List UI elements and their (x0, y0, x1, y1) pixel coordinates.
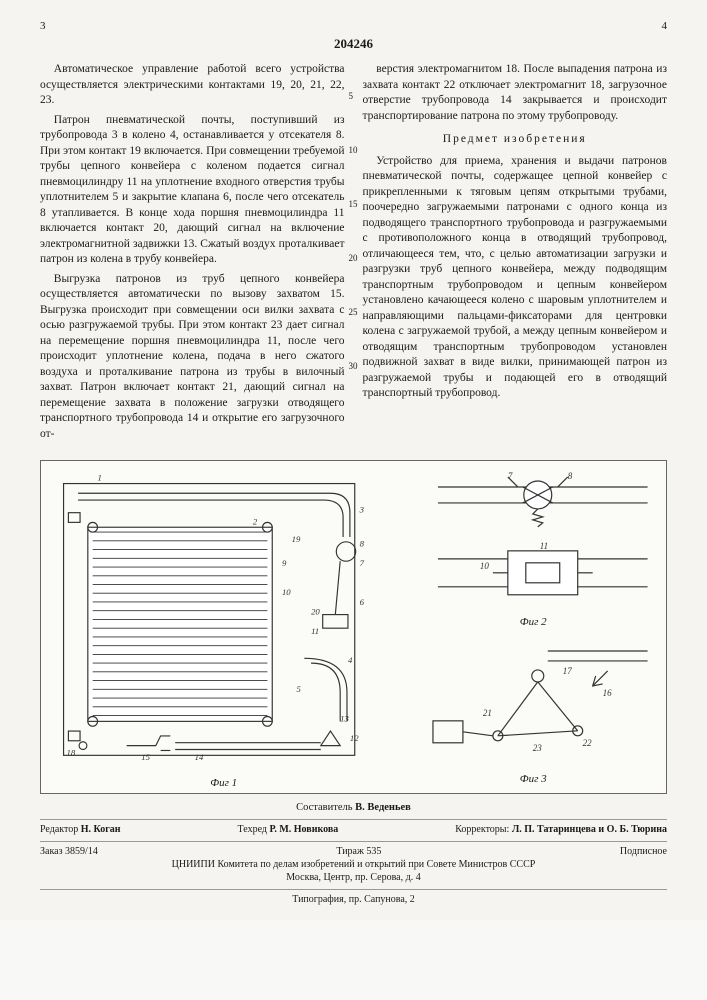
compiler-line: Составитель В. Веденьев (40, 802, 667, 813)
page-num-left: 3 (40, 20, 46, 32)
callout: 15 (141, 753, 150, 763)
callout: 7 (508, 471, 513, 481)
callout: 11 (540, 541, 548, 551)
figure-2-label: Фиг 2 (408, 616, 658, 628)
callout: 19 (292, 534, 301, 544)
callout: 17 (563, 666, 572, 676)
para: Автоматическое управление работой всего … (40, 62, 345, 109)
compiler-name: В. Веденьев (355, 802, 411, 813)
figure-3-svg: 16 17 21 22 23 (408, 636, 658, 766)
right-column: 5 10 15 20 25 30 верстия электромагнитом… (363, 62, 668, 446)
callout: 11 (311, 626, 319, 636)
callout: 7 (360, 558, 365, 568)
figures-row: 1 2 3 4 5 6 7 8 9 10 11 12 13 14 (49, 469, 658, 789)
figures-right-col: 7 8 10 11 Фиг 2 (408, 469, 658, 789)
figure-3-label: Фиг 3 (408, 773, 658, 785)
left-column: Автоматическое управление работой всего … (40, 62, 345, 446)
corr-names: Л. П. Татаринцева и О. Б. Тюрина (512, 824, 667, 835)
claims-heading: Предмет изобретения (363, 132, 668, 148)
tirazh: Тираж 535 (336, 846, 381, 857)
corrector-block: Корректоры: Л. П. Татаринцева и О. Б. Тю… (455, 824, 667, 835)
compiler-label: Составитель (296, 802, 352, 813)
editor-label: Редактор (40, 824, 78, 835)
figure-1: 1 2 3 4 5 6 7 8 9 10 11 12 13 14 (49, 469, 398, 789)
document-number: 204246 (40, 36, 667, 52)
tech-block: Техред Р. М. Новикова (238, 824, 339, 835)
text-columns: Автоматическое управление работой всего … (40, 62, 667, 446)
callout: 16 (603, 688, 612, 698)
callout: 5 (297, 685, 302, 695)
figure-1-svg: 1 2 3 4 5 6 7 8 9 10 11 12 13 14 (49, 469, 398, 770)
callout: 6 (360, 597, 365, 607)
callout: 18 (66, 748, 75, 758)
tirazh-value: 535 (366, 846, 381, 857)
figure-1-label: Фиг 1 (49, 777, 398, 789)
tech-label: Техред (238, 824, 267, 835)
footer: Типография, пр. Сапунова, 2 (40, 889, 667, 905)
org-line: ЦНИИПИ Комитета по делам изобретений и о… (40, 859, 667, 870)
callout: 12 (350, 733, 359, 743)
address-line: Москва, Центр, пр. Серова, д. 4 (40, 872, 667, 883)
callout: 8 (568, 471, 573, 481)
callout: 8 (360, 539, 365, 549)
callout: 22 (583, 738, 592, 748)
page: 3 4 204246 Автоматическое управление раб… (0, 0, 707, 920)
page-number-row: 3 4 (40, 20, 667, 32)
editor-block: Редактор Н. Коган (40, 824, 121, 835)
line-marker: 5 (349, 90, 354, 102)
order-row: Заказ 3859/14 Тираж 535 Подписное (40, 841, 667, 857)
line-marker: 10 (349, 144, 358, 156)
callout: 2 (253, 517, 258, 527)
para: Устройство для приема, хранения и выдачи… (363, 154, 668, 402)
figure-2-svg: 7 8 10 11 (408, 469, 658, 609)
callout: 4 (348, 655, 353, 665)
line-marker: 20 (349, 252, 358, 264)
subscription: Подписное (620, 846, 667, 857)
order-number: Заказ 3859/14 (40, 846, 98, 857)
figure-3: 16 17 21 22 23 Фиг 3 (408, 636, 658, 785)
corr-label: Корректоры: (455, 824, 509, 835)
callout: 10 (282, 588, 291, 598)
callout: 1 (98, 473, 102, 483)
callout: 20 (311, 607, 320, 617)
callout: 10 (480, 561, 489, 571)
line-marker: 15 (349, 198, 358, 210)
line-marker: 25 (349, 306, 358, 318)
callout: 13 (340, 714, 349, 724)
para: верстия электромагнитом 18. После выпаде… (363, 62, 668, 124)
callout: 3 (359, 505, 365, 515)
callout: 23 (533, 743, 542, 753)
callout: 14 (195, 753, 204, 763)
editor-name: Н. Коган (81, 824, 121, 835)
figure-2: 7 8 10 11 Фиг 2 (408, 469, 658, 628)
line-marker: 30 (349, 360, 358, 372)
para: Выгрузка патронов из труб цепного конвей… (40, 272, 345, 443)
page-num-right: 4 (662, 20, 668, 32)
tirazh-label: Тираж (336, 846, 364, 857)
callout: 21 (483, 708, 492, 718)
callout: 9 (282, 558, 287, 568)
credits-row: Редактор Н. Коган Техред Р. М. Новикова … (40, 819, 667, 835)
tech-name: Р. М. Новикова (269, 824, 338, 835)
para: Патрон пневматической почты, поступивший… (40, 113, 345, 268)
figures-panel: 1 2 3 4 5 6 7 8 9 10 11 12 13 14 (40, 460, 667, 794)
